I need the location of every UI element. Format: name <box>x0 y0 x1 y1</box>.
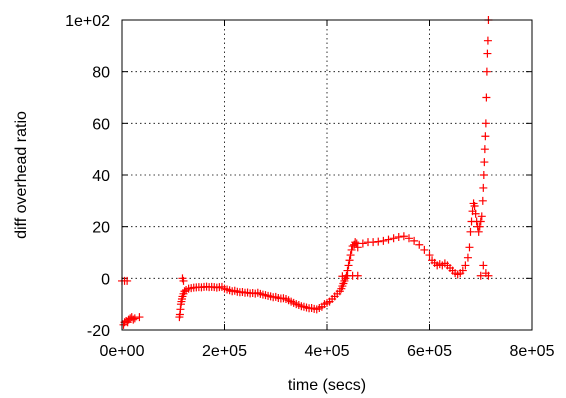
data-point <box>483 49 492 58</box>
data-point <box>405 234 413 243</box>
data-point <box>471 209 480 218</box>
ticks: 0e+00 2e+05 4e+05 6e+05 8e+05 -20 0 20 40 60 80 1e+… <box>65 13 555 360</box>
data-point <box>463 253 472 262</box>
data-point <box>484 271 493 280</box>
data-point <box>474 227 483 236</box>
data-point <box>478 196 487 205</box>
data-point <box>384 235 393 244</box>
x-tick-label: 4e+05 <box>305 343 350 360</box>
data-point <box>420 245 429 254</box>
data-point <box>482 93 491 102</box>
data-point <box>129 315 138 324</box>
data-point <box>483 36 492 45</box>
data-point <box>346 251 355 260</box>
data-point <box>425 251 434 260</box>
grid <box>122 20 532 330</box>
data-point <box>135 313 144 322</box>
data-point <box>351 238 360 247</box>
data-point <box>358 239 367 248</box>
y-tick-label: -20 <box>87 323 110 340</box>
data-point <box>458 266 467 275</box>
data-point <box>465 243 474 252</box>
data-point <box>389 234 398 243</box>
data-point <box>482 67 491 76</box>
y-tick-label: 80 <box>92 65 110 82</box>
data-point <box>123 276 132 285</box>
data-point <box>461 261 470 270</box>
data-point <box>476 217 485 226</box>
data-point <box>480 158 489 167</box>
data-point <box>466 227 475 236</box>
data-point <box>180 287 189 296</box>
data-point <box>345 256 354 265</box>
data-point <box>353 243 362 252</box>
data-point <box>415 240 424 249</box>
data-point <box>347 245 356 254</box>
data-point <box>476 271 485 280</box>
data-point <box>353 271 362 280</box>
y-axis-label: diff overhead ratio <box>13 111 30 239</box>
y-tick-label: 20 <box>92 220 110 237</box>
plot-frame <box>121 19 533 331</box>
data-point <box>399 232 408 241</box>
data-point <box>410 236 419 245</box>
data-point <box>379 236 388 245</box>
data-point <box>479 171 488 179</box>
x-tick-label: 2e+05 <box>202 343 247 360</box>
data-point <box>481 132 490 141</box>
data-point <box>374 237 383 246</box>
y-tick-label: 0 <box>101 271 110 288</box>
data-point <box>344 261 353 270</box>
data-point <box>479 183 488 192</box>
y-tick-label: 40 <box>92 168 110 185</box>
data-point <box>130 314 139 323</box>
y-tick-label: 60 <box>92 116 110 133</box>
data-point <box>470 202 479 210</box>
data-point <box>479 261 488 270</box>
data-point <box>480 145 489 154</box>
data-point <box>475 222 484 231</box>
y-tick-label: 1e+02 <box>65 13 110 30</box>
x-tick-label: 6e+05 <box>407 343 452 360</box>
data-point <box>179 276 188 285</box>
x-axis-label: time (secs) <box>288 377 366 394</box>
x-tick-label: 8e+05 <box>510 343 555 360</box>
data-point <box>481 119 490 128</box>
x-tick-label: 0e+00 <box>100 343 145 360</box>
data-point <box>477 212 486 221</box>
data-point <box>394 233 403 241</box>
data-points <box>118 16 493 329</box>
